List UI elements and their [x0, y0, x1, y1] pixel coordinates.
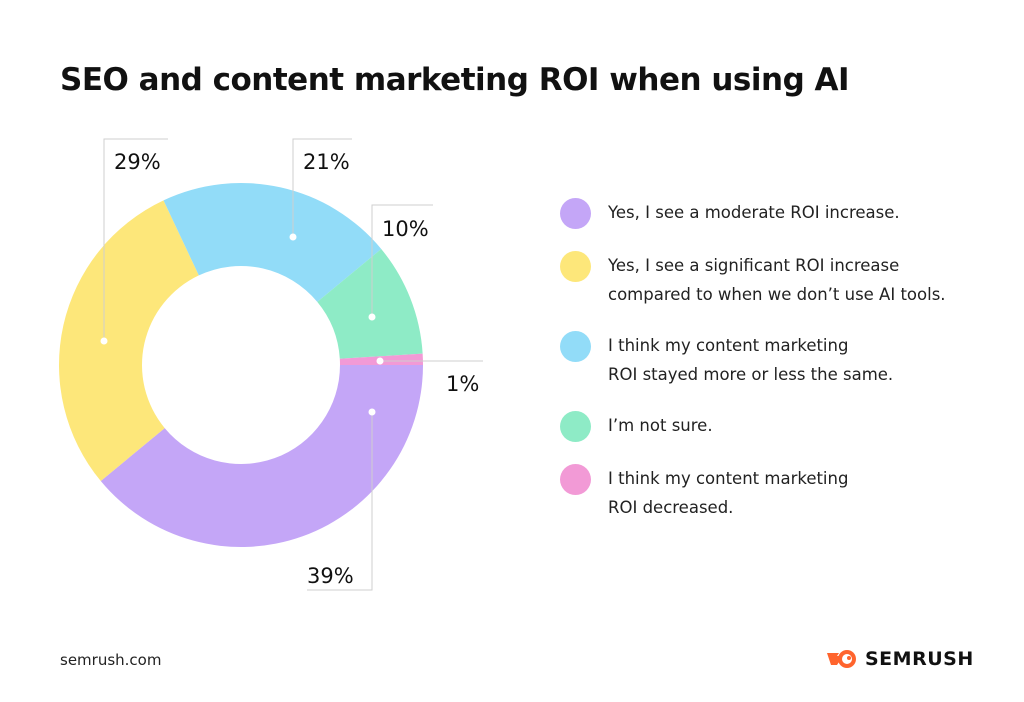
legend-line: I think my content marketing	[608, 336, 849, 355]
legend-line: I’m not sure.	[608, 416, 713, 435]
legend-line: compared to when we don’t use AI tools.	[608, 285, 946, 304]
legend-line: Yes, I see a moderate ROI increase.	[608, 203, 900, 222]
legend-item: Yes, I see a moderate ROI increase.	[560, 198, 1000, 229]
leader-dot	[368, 408, 376, 416]
legend-item: I’m not sure.	[560, 411, 1000, 442]
leader-line	[307, 412, 373, 591]
leader-line	[371, 204, 433, 317]
data-label: 39%	[307, 564, 354, 588]
leader-dot	[289, 233, 297, 241]
legend-line: ROI stayed more or less the same.	[608, 365, 894, 384]
legend-label: Yes, I see a significant ROI increase com…	[608, 251, 946, 309]
source-text: semrush.com	[60, 651, 162, 669]
semrush-logo: SEMRUSH	[825, 648, 974, 670]
legend-label: Yes, I see a moderate ROI increase.	[608, 198, 900, 227]
data-label: 1%	[446, 372, 479, 396]
legend-line: Yes, I see a significant ROI increase	[608, 256, 900, 275]
legend-label: I think my content marketing ROI stayed m…	[608, 331, 893, 389]
legend: Yes, I see a moderate ROI increase. Yes, …	[560, 198, 1000, 544]
data-label: 10%	[382, 217, 429, 241]
donut-slice	[317, 248, 423, 359]
legend-line: I think my content marketing	[608, 469, 849, 488]
legend-item: I think my content marketing ROI decrease…	[560, 464, 1000, 522]
leader-line	[292, 138, 352, 237]
leader-dot	[100, 337, 108, 345]
data-label: 21%	[303, 150, 350, 174]
legend-label: I think my content marketing ROI decrease…	[608, 464, 848, 522]
legend-swatch	[560, 464, 591, 495]
legend-line: ROI decreased.	[608, 498, 734, 517]
leader-line	[103, 138, 168, 341]
leader-dot	[368, 313, 376, 321]
legend-swatch	[560, 411, 591, 442]
legend-item: I think my content marketing ROI stayed m…	[560, 331, 1000, 389]
brand-name: SEMRUSH	[865, 648, 974, 670]
legend-swatch	[560, 331, 591, 362]
chart-title: SEO and content marketing ROI when using…	[60, 62, 850, 98]
legend-swatch	[560, 251, 591, 282]
legend-label: I’m not sure.	[608, 411, 713, 440]
donut-slice	[58, 200, 199, 482]
legend-swatch	[560, 198, 591, 229]
donut-slice	[100, 365, 423, 547]
legend-item: Yes, I see a significant ROI increase com…	[560, 251, 1000, 309]
donut-slice	[163, 183, 382, 302]
semrush-fireball-icon	[827, 650, 856, 668]
data-label: 29%	[114, 150, 161, 174]
leader-dot	[376, 357, 384, 365]
